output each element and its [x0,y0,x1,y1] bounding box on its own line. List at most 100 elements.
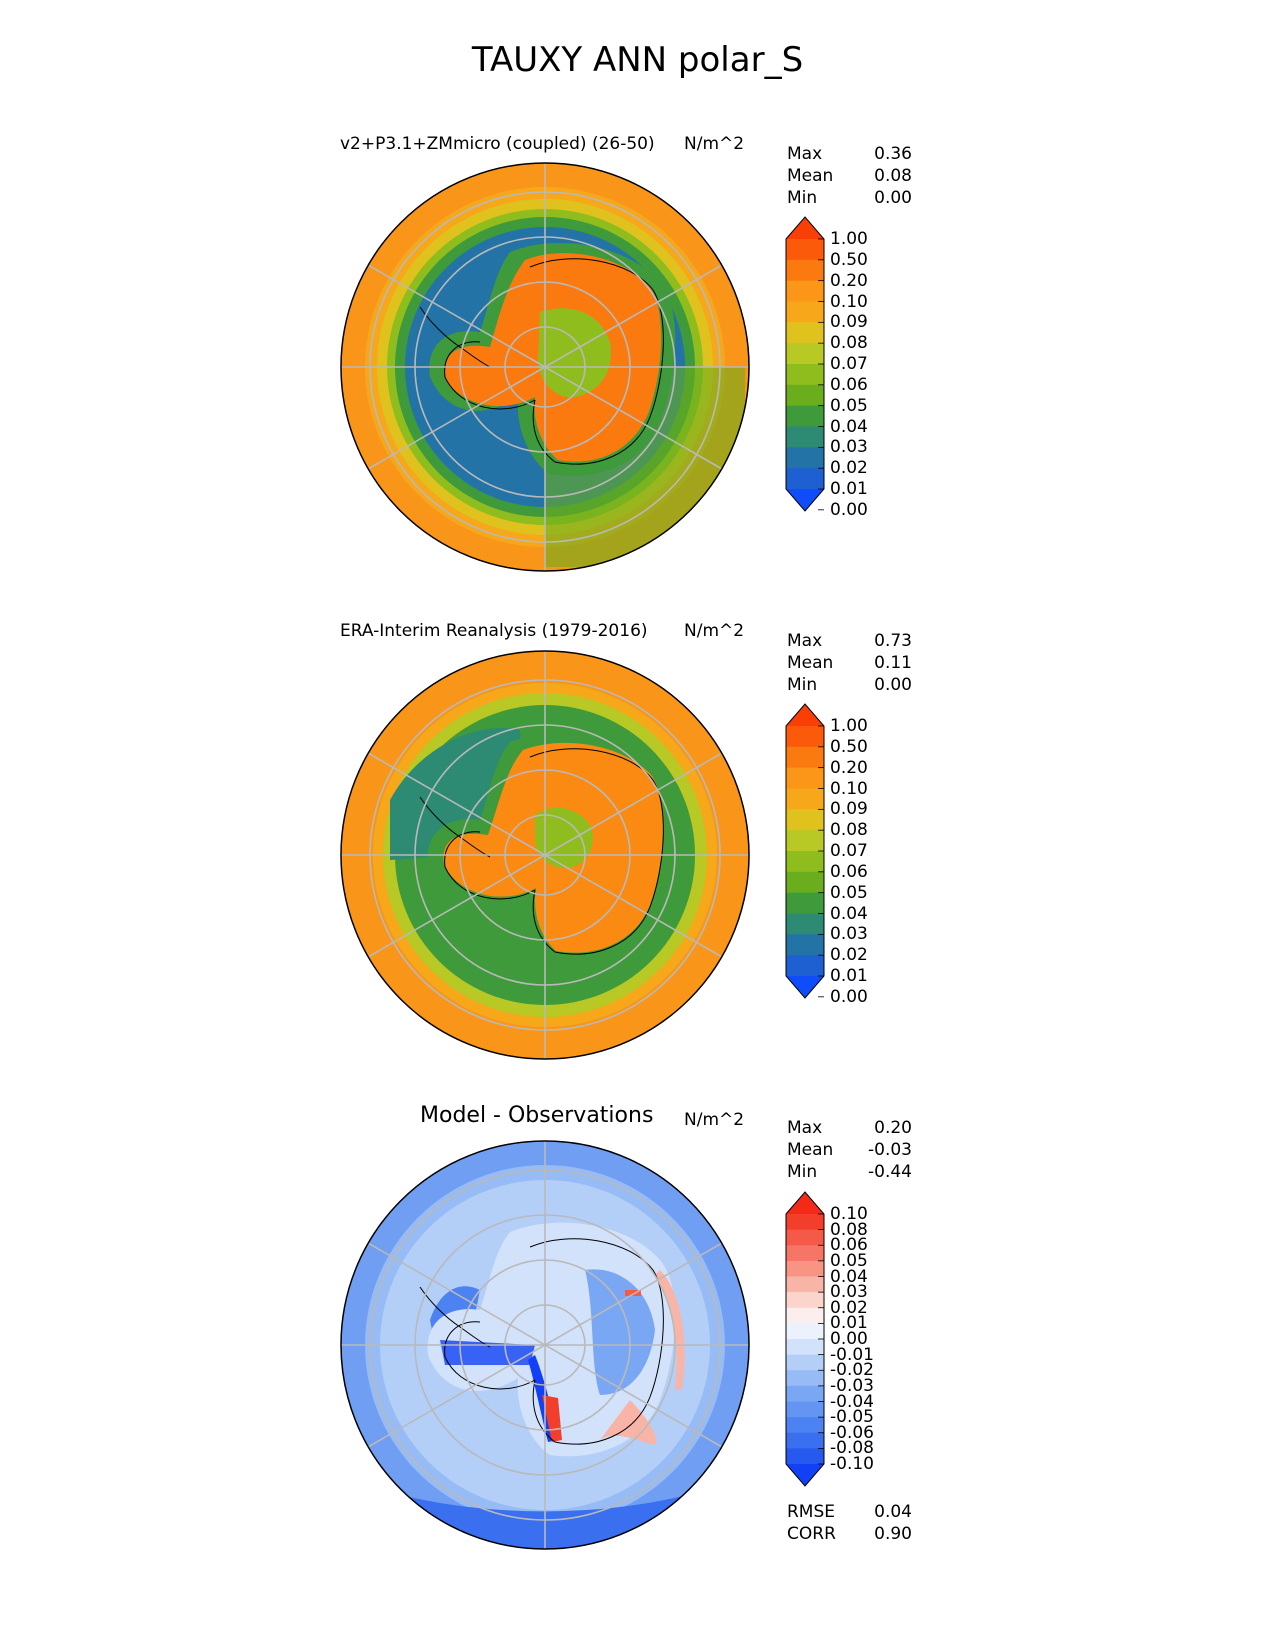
stat-value: 0.00 [874,188,912,208]
colorbar-tick-label: -0.04 [830,1391,874,1412]
stat-value: 0.73 [874,631,912,651]
colorbar-segment [786,1229,824,1246]
colorbar-segment [786,871,824,894]
colorbar-extend-max [786,1192,824,1214]
field-region [585,1269,655,1395]
coastline [419,258,664,465]
colorbar-extend-max [786,217,824,239]
colorbar-tick-label: 0.04 [830,416,868,437]
colorbar-extend-max [786,704,824,726]
colorbar-segment [786,1214,824,1231]
colorbar-tick-label: 0.03 [830,924,868,945]
colorbar-segment [786,955,824,977]
colorbar-tick-label: 0.08 [830,1219,868,1240]
colorbar-segment [786,259,824,282]
colorbar-tick-label: 0.05 [830,882,868,903]
colorbar-tick-label: -0.05 [830,1407,874,1428]
stat-value: -0.44 [868,1162,912,1182]
stat-label: Mean [787,1140,834,1160]
colorbar-tick-label: 0.00 [830,1329,868,1349]
stat-value: 0.36 [874,144,912,164]
stat-value: -0.03 [868,1140,912,1160]
colorbar-segment [786,1292,824,1309]
stat-label: Max [787,144,823,164]
colorbar-tick-label: 0.01 [830,1313,868,1334]
colorbar-segment [786,322,824,344]
colorbar-tick-label: 0.04 [830,903,868,924]
panel-test-units: N/m^2 [684,134,745,154]
colorbar-tick-label: 0.03 [830,437,868,458]
colorbar-segment [786,468,824,490]
stat-value: 0.08 [874,166,912,186]
colorbar-segment [786,1432,824,1449]
colorbar-tick-label: 0.10 [830,291,868,312]
field-region [542,1395,562,1442]
colorbar-tick-label: 0.03 [830,1282,868,1303]
plateau [538,308,611,398]
colorbar-segment [786,1354,824,1371]
colorbar-extend-min [786,976,824,998]
panel-test-title: v2+P3.1+ZMmicro (coupled) (26-50) [340,134,655,154]
colorbar-segment [786,1401,824,1418]
colorbar-tick-label: -0.06 [830,1422,874,1443]
colorbar-tick-label: 0.07 [830,841,868,861]
colorbar-tick-label: 0.50 [830,736,868,757]
colorbar-tick-label: 0.10 [830,1204,868,1224]
colorbar-tick-label: 0.20 [830,757,868,778]
panel-diff-title: Model - Observations [420,1103,654,1128]
colorbar-tick-label: 0.00 [830,499,868,520]
stat-value: 0.00 [874,675,912,695]
coastline [419,1238,664,1445]
colorbar-tick-label: 0.01 [830,479,868,499]
panel-ref-colorbar [785,703,825,999]
field-region [341,1260,344,1278]
metric-value: 0.90 [874,1524,912,1544]
colorbar-segment [786,405,824,427]
colorbar-tick-label: 0.04 [830,1266,868,1287]
colorbar-tick-label: 0.50 [830,249,868,270]
colorbar-segment [786,1323,824,1340]
colorbar-segment [786,1448,824,1465]
graticule [341,163,749,571]
colorbar-segment [786,913,824,935]
colorbar-tick-label: 0.10 [830,778,868,799]
colorbar-tick-label: 0.05 [830,395,868,416]
map-boundary [340,650,750,1060]
colorbar-tick-label: 0.06 [830,861,868,882]
colorbar-segment [786,364,824,386]
colorbar-segment [786,1339,824,1356]
colorbar-segment [786,1307,824,1324]
map-boundary [340,162,750,572]
colorbar-tick-label: -0.01 [830,1344,874,1365]
stat-label: Mean [787,166,834,186]
colorbar-segment [786,767,824,789]
map-boundary [340,1140,750,1550]
stat-value: 0.20 [874,1118,912,1138]
stat-label: Mean [787,653,834,673]
colorbar-segment [786,1417,824,1434]
colorbar-segment [786,809,824,831]
stat-value: 0.11 [874,653,912,673]
colorbar-segment [786,1245,824,1262]
colorbar-segment [786,851,824,873]
panel-test-colorbar [785,216,825,512]
colorbar-tick-label: 0.02 [830,458,868,479]
colorbar-segment [786,934,824,956]
colorbar-tick-label: 0.09 [830,799,868,820]
colorbar-segment [786,280,824,302]
coastline [419,748,664,955]
colorbar-segment [786,1260,824,1277]
graticule [341,1141,749,1549]
colorbar-segment [786,830,824,852]
panel-ref-title: ERA-Interim Reanalysis (1979-2016) [340,621,648,641]
colorbar-tick-label: 0.07 [830,354,868,374]
colorbar-extend-min [786,489,824,511]
colorbar-tick-label: 1.00 [830,229,868,249]
colorbar-segment [786,1385,824,1402]
colorbar-tick-label: 0.20 [830,270,868,291]
colorbar-segment [786,239,824,261]
colorbar-segment [786,301,824,323]
panel-test-map [340,162,750,572]
metric-label: CORR [787,1524,836,1544]
colorbar-tick-label: 0.06 [830,374,868,395]
